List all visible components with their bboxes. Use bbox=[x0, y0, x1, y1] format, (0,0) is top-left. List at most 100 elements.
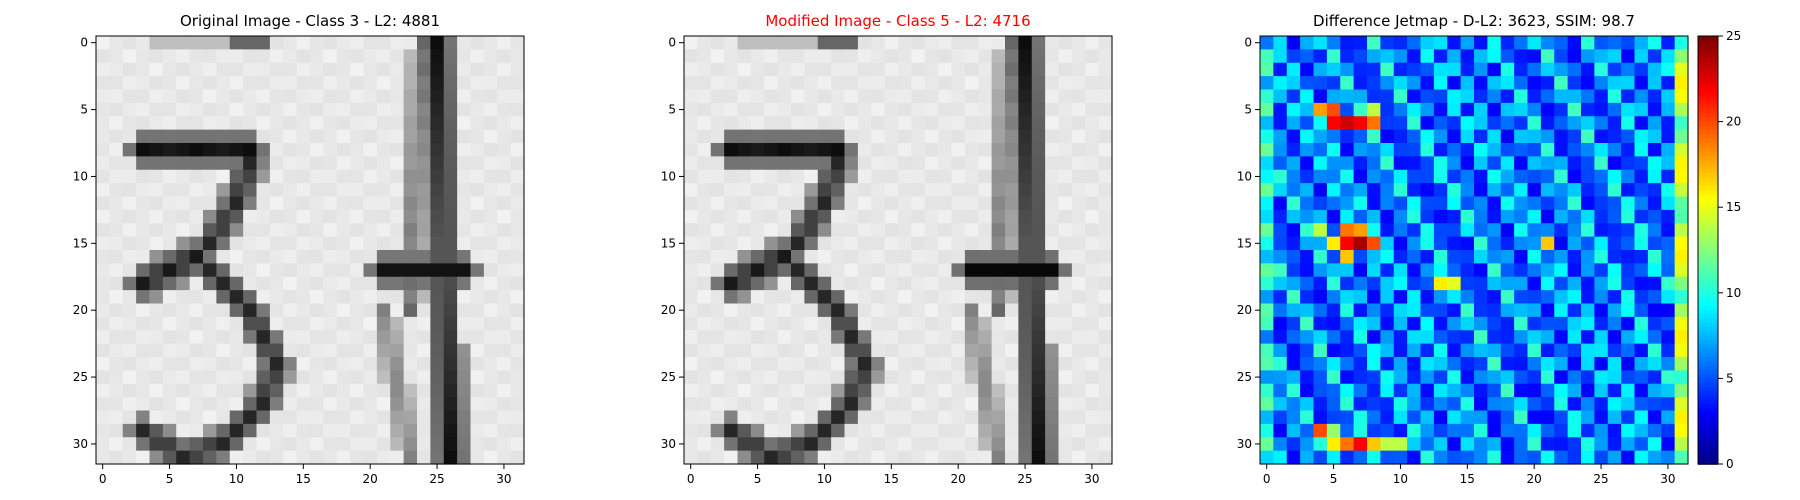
image-pixel bbox=[898, 397, 912, 412]
image-pixel bbox=[189, 290, 204, 305]
image-pixel bbox=[243, 450, 258, 465]
image-pixel bbox=[323, 290, 338, 305]
image-pixel bbox=[1460, 116, 1475, 131]
image-pixel bbox=[350, 36, 365, 50]
image-pixel bbox=[804, 357, 819, 371]
image-pixel bbox=[1313, 263, 1328, 278]
image-pixel bbox=[1621, 290, 1636, 305]
image-pixel bbox=[1594, 303, 1609, 318]
image-pixel bbox=[1674, 450, 1689, 465]
image-pixel bbox=[737, 410, 752, 425]
image-pixel bbox=[269, 397, 284, 412]
image-pixel bbox=[497, 169, 512, 184]
image-pixel bbox=[1433, 250, 1448, 264]
image-pixel bbox=[1273, 236, 1288, 251]
image-pixel bbox=[1647, 437, 1662, 452]
image-pixel bbox=[1340, 383, 1355, 398]
image-pixel bbox=[710, 250, 725, 264]
image-pixel bbox=[149, 263, 164, 278]
colorbar-segment bbox=[1698, 267, 1718, 273]
image-pixel bbox=[737, 116, 752, 131]
image-pixel bbox=[1353, 196, 1368, 211]
image-pixel bbox=[243, 397, 258, 412]
image-pixel bbox=[417, 196, 431, 211]
image-pixel bbox=[750, 250, 765, 264]
image-pixel bbox=[857, 316, 872, 331]
image-pixel bbox=[1527, 76, 1542, 91]
image-pixel bbox=[1300, 156, 1315, 171]
image-pixel bbox=[871, 36, 886, 50]
image-pixel bbox=[1005, 89, 1019, 104]
image-pixel bbox=[470, 102, 485, 117]
image-pixel bbox=[1286, 223, 1301, 238]
image-pixel bbox=[1031, 303, 1046, 318]
image-pixel bbox=[1031, 370, 1046, 385]
image-pixel bbox=[791, 209, 805, 224]
image-pixel bbox=[310, 223, 324, 238]
image-pixel bbox=[1554, 236, 1569, 251]
image-pixel bbox=[1500, 276, 1515, 291]
image-pixel bbox=[1514, 423, 1529, 438]
image-pixel bbox=[1433, 116, 1448, 131]
image-pixel bbox=[1607, 62, 1622, 77]
image-pixel bbox=[1273, 89, 1288, 104]
image-pixel bbox=[710, 397, 725, 412]
image-pixel bbox=[109, 49, 124, 64]
image-pixel bbox=[457, 276, 472, 291]
image-pixel bbox=[1340, 263, 1355, 278]
image-pixel bbox=[1433, 330, 1448, 345]
image-pixel bbox=[136, 410, 151, 425]
image-pixel bbox=[911, 169, 926, 184]
image-pixel bbox=[189, 156, 204, 171]
colorbar-segment bbox=[1698, 352, 1718, 358]
image-pixel bbox=[1500, 143, 1515, 157]
image-pixel bbox=[310, 129, 324, 144]
image-pixel bbox=[1085, 89, 1100, 104]
image-pixel bbox=[216, 450, 231, 465]
image-pixel bbox=[1487, 343, 1502, 358]
colorbar-segment bbox=[1698, 117, 1718, 123]
image-pixel bbox=[1527, 437, 1542, 452]
axes-frame bbox=[1259, 35, 1689, 465]
image-pixel bbox=[109, 62, 124, 77]
image-pixel bbox=[1554, 250, 1569, 264]
image-pixel bbox=[136, 129, 151, 144]
image-pixel bbox=[1045, 129, 1060, 144]
image-pixel bbox=[1260, 209, 1274, 224]
image-pixel bbox=[1474, 209, 1488, 224]
image-pixel bbox=[417, 423, 431, 438]
image-pixel bbox=[831, 303, 846, 318]
image-pixel bbox=[978, 263, 993, 278]
image-pixel bbox=[203, 49, 217, 64]
image-pixel bbox=[750, 343, 765, 358]
image-pixel bbox=[871, 116, 886, 131]
image-pixel bbox=[283, 129, 298, 144]
image-pixel bbox=[1433, 263, 1448, 278]
image-pixel bbox=[831, 62, 846, 77]
image-pixel bbox=[483, 370, 498, 385]
image-pixel bbox=[1380, 343, 1395, 358]
image-pixel bbox=[376, 303, 391, 318]
image-pixel bbox=[1540, 62, 1555, 77]
image-pixel bbox=[176, 437, 191, 452]
image-pixel bbox=[109, 169, 124, 184]
image-pixel bbox=[310, 303, 324, 318]
image-pixel bbox=[750, 102, 765, 117]
image-pixel bbox=[898, 290, 912, 305]
image-pixel bbox=[189, 209, 204, 224]
image-pixel bbox=[1031, 450, 1046, 465]
image-pixel bbox=[724, 76, 739, 91]
image-pixel bbox=[951, 450, 966, 465]
image-pixel bbox=[256, 102, 271, 117]
image-pixel bbox=[1058, 316, 1073, 331]
image-pixel bbox=[884, 116, 899, 131]
image-pixel bbox=[229, 330, 244, 345]
image-pixel bbox=[831, 370, 846, 385]
image-pixel bbox=[924, 250, 939, 264]
image-pixel bbox=[1420, 116, 1435, 131]
image-pixel bbox=[1567, 76, 1582, 91]
image-pixel bbox=[791, 250, 805, 264]
image-pixel bbox=[1005, 209, 1019, 224]
image-pixel bbox=[1340, 196, 1355, 211]
